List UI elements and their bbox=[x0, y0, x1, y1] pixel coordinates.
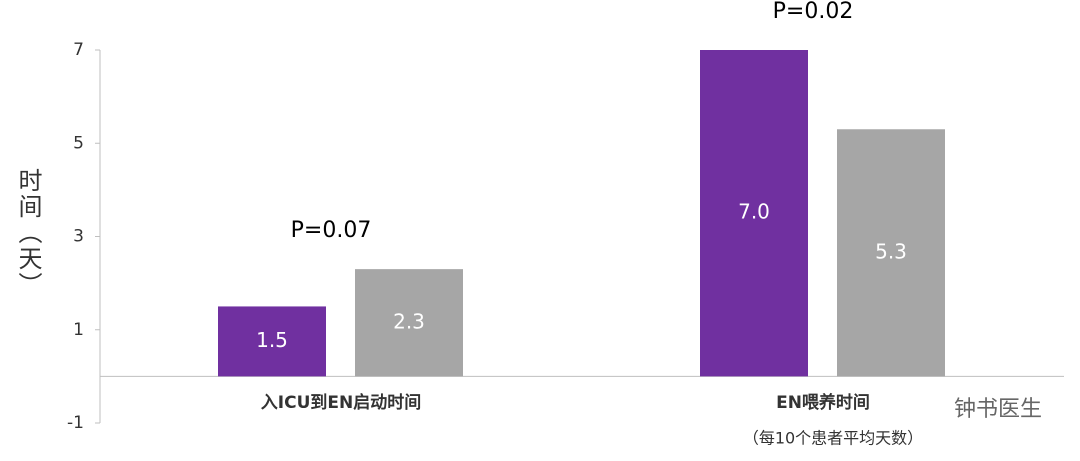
y-tick-label: -1 bbox=[67, 413, 84, 433]
bar bbox=[837, 129, 945, 377]
p-value: P=0.07 bbox=[291, 218, 372, 243]
bar bbox=[700, 50, 808, 377]
value-label: 5.3 bbox=[875, 239, 907, 263]
y-tick-label: 3 bbox=[73, 227, 84, 247]
y-tick-label: 1 bbox=[73, 320, 84, 340]
watermark: 钟书医生 bbox=[954, 397, 1042, 422]
note: （每10个患者平均天数） bbox=[743, 429, 923, 448]
bar bbox=[355, 269, 463, 377]
x-tick-label: EN喂养时间 bbox=[776, 392, 870, 413]
y-tick-label: 5 bbox=[73, 133, 84, 153]
p-value: P=0.02 bbox=[773, 0, 854, 24]
y-axis-label: 时间（天） bbox=[14, 168, 42, 298]
value-label: 2.3 bbox=[393, 309, 425, 333]
y-tick-label: 7 bbox=[73, 40, 84, 60]
value-label: 1.5 bbox=[256, 328, 288, 352]
x-tick-label: 入ICU到EN启动时间 bbox=[261, 392, 421, 413]
value-label: 7.0 bbox=[738, 200, 770, 224]
bar bbox=[218, 306, 326, 377]
